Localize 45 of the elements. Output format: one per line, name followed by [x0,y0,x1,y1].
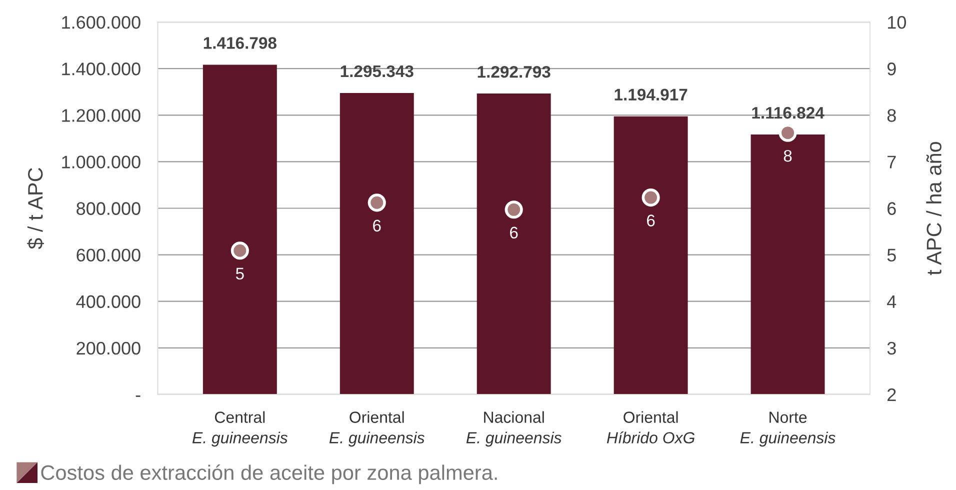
x-tick-label: Oriental Híbrido OxG [606,411,695,444]
data-label: 6 [647,214,655,226]
point [642,188,660,207]
bar [750,134,825,394]
x-tick-label: Nacional E. guineensis [466,411,562,447]
point [504,200,523,219]
data-label: 8 [784,150,792,162]
y-tick-label: - [136,395,140,397]
y-axis-title: $ / t APC [27,168,44,250]
y2-tick-label: 7 [888,156,896,168]
y-tick-label: 1.600.000 [62,16,140,29]
y2-tick-label: 3 [887,342,896,355]
data-label: 1.416.798 [204,37,276,49]
y2-tick-label: 10 [888,16,906,29]
bar [340,92,414,394]
y-tick-label: 1.200.000 [62,109,140,122]
data-label: 1.194.917 [614,88,688,101]
y-tick-label: 1.400.000 [62,62,140,76]
y-tick-label: 200.000 [76,342,140,355]
point [230,242,249,260]
y2-tick-label: 6 [888,202,896,215]
y2-tick-label: 2 [888,388,896,401]
x-tick-label: Norte E. guineensis [740,412,836,447]
x-tick-label: Central E. guineensis [192,411,288,447]
text: Costos de extracción de aceite por zona palmera. [41,464,497,484]
y2-axis-title: t APC / ha año [926,142,942,276]
x-tick-label: Oriental E. guineensis [329,411,425,447]
point [368,194,386,212]
data-label: 1.116.824 [752,106,824,119]
y2-tick-label: 8 [887,109,896,122]
y2-tick-label: 9 [887,62,896,76]
y-tick-label: 1.000.000 [62,156,140,168]
bar [202,64,277,394]
bar [614,116,688,394]
y2-tick-label: 5 [887,248,896,262]
data-label: 5 [236,268,244,280]
data-label: 6 [373,220,381,232]
bar [476,94,551,394]
data-label: 1.292.793 [478,66,550,78]
y-tick-label: 400.000 [76,295,140,308]
y-tick-label: 600.000 [76,248,140,262]
data-label: 6 [510,226,518,239]
y2-tick-label: 4 [887,295,896,308]
data-label: 1.295.343 [340,65,414,78]
y-tick-label: 800.000 [76,202,140,215]
